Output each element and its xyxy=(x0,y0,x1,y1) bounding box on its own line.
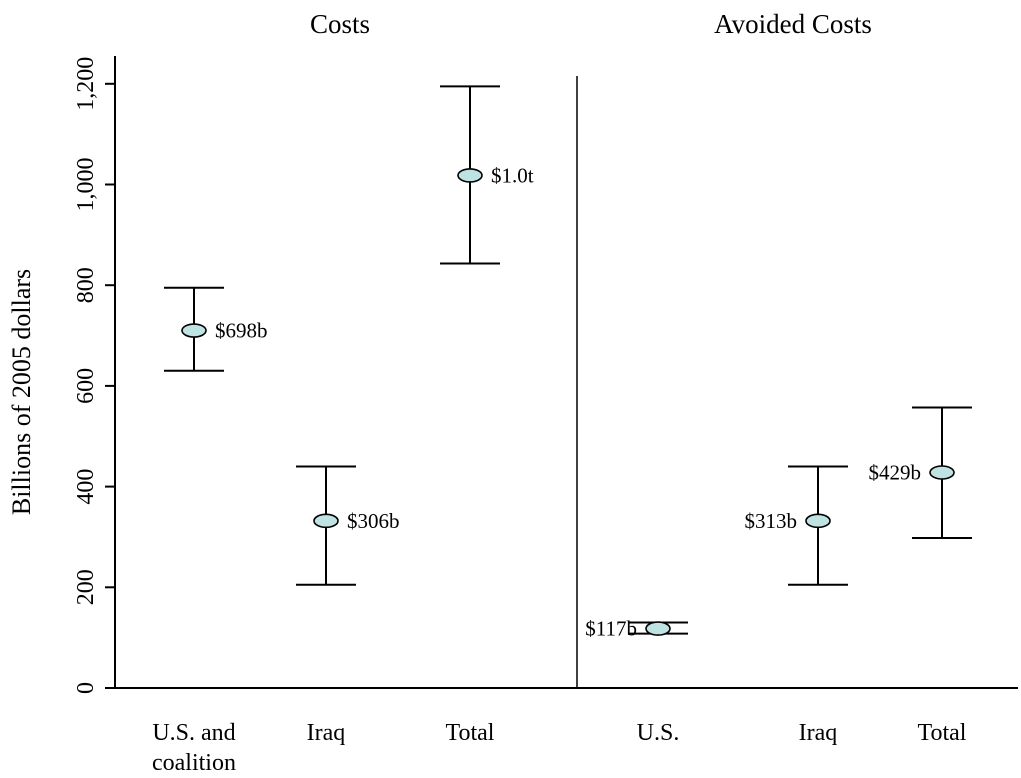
data-label: $429b xyxy=(869,461,922,485)
category-label: Total xyxy=(446,720,495,746)
point-marker xyxy=(645,621,671,636)
data-label: $313b xyxy=(745,509,798,533)
data-point: $117b xyxy=(585,617,688,641)
data-points: $698b $306b $1.0t $117b $313b $429b xyxy=(164,85,972,641)
data-point: $1.0t xyxy=(440,85,534,265)
y-tick-label: 400 xyxy=(73,469,99,505)
panel-title: Avoided Costs xyxy=(714,9,872,39)
panel-title: Costs xyxy=(310,9,370,39)
y-ticks: 0 200 400 600 800 1,000 1,200 xyxy=(73,57,115,694)
data-label: $117b xyxy=(585,617,637,641)
data-label: $1.0t xyxy=(491,163,534,187)
category-label: Total xyxy=(918,720,967,746)
category-label: U.S. xyxy=(637,720,680,746)
point-marker xyxy=(181,323,207,338)
y-tick-label: 600 xyxy=(73,368,99,404)
point-marker xyxy=(805,513,831,529)
y-tick-label: 200 xyxy=(73,569,99,605)
y-tick-label: 1,000 xyxy=(73,158,99,212)
data-point: $313b xyxy=(745,465,848,586)
point-marker xyxy=(457,168,483,183)
point-marker xyxy=(313,513,339,529)
category-label: Iraq xyxy=(307,720,346,746)
panel-titles: Costs Avoided Costs xyxy=(310,9,872,39)
category-label: U.S. and coalition xyxy=(152,720,236,776)
y-tick-label: 0 xyxy=(73,682,99,694)
y-tick-label: 800 xyxy=(73,267,99,303)
data-point: $306b xyxy=(296,465,400,586)
data-label: $306b xyxy=(347,509,400,533)
point-marker xyxy=(929,465,955,480)
data-point: $429b xyxy=(869,406,972,539)
y-tick-label: 1,200 xyxy=(73,57,99,111)
data-label: $698b xyxy=(215,319,268,343)
data-point: $698b xyxy=(164,286,268,372)
axes xyxy=(114,56,1018,689)
y-axis-title: Billions of 2005 dollars xyxy=(7,269,36,515)
category-label: Iraq xyxy=(799,720,838,746)
category-labels: U.S. and coalition Iraq Total U.S. Iraq Total xyxy=(152,720,967,776)
